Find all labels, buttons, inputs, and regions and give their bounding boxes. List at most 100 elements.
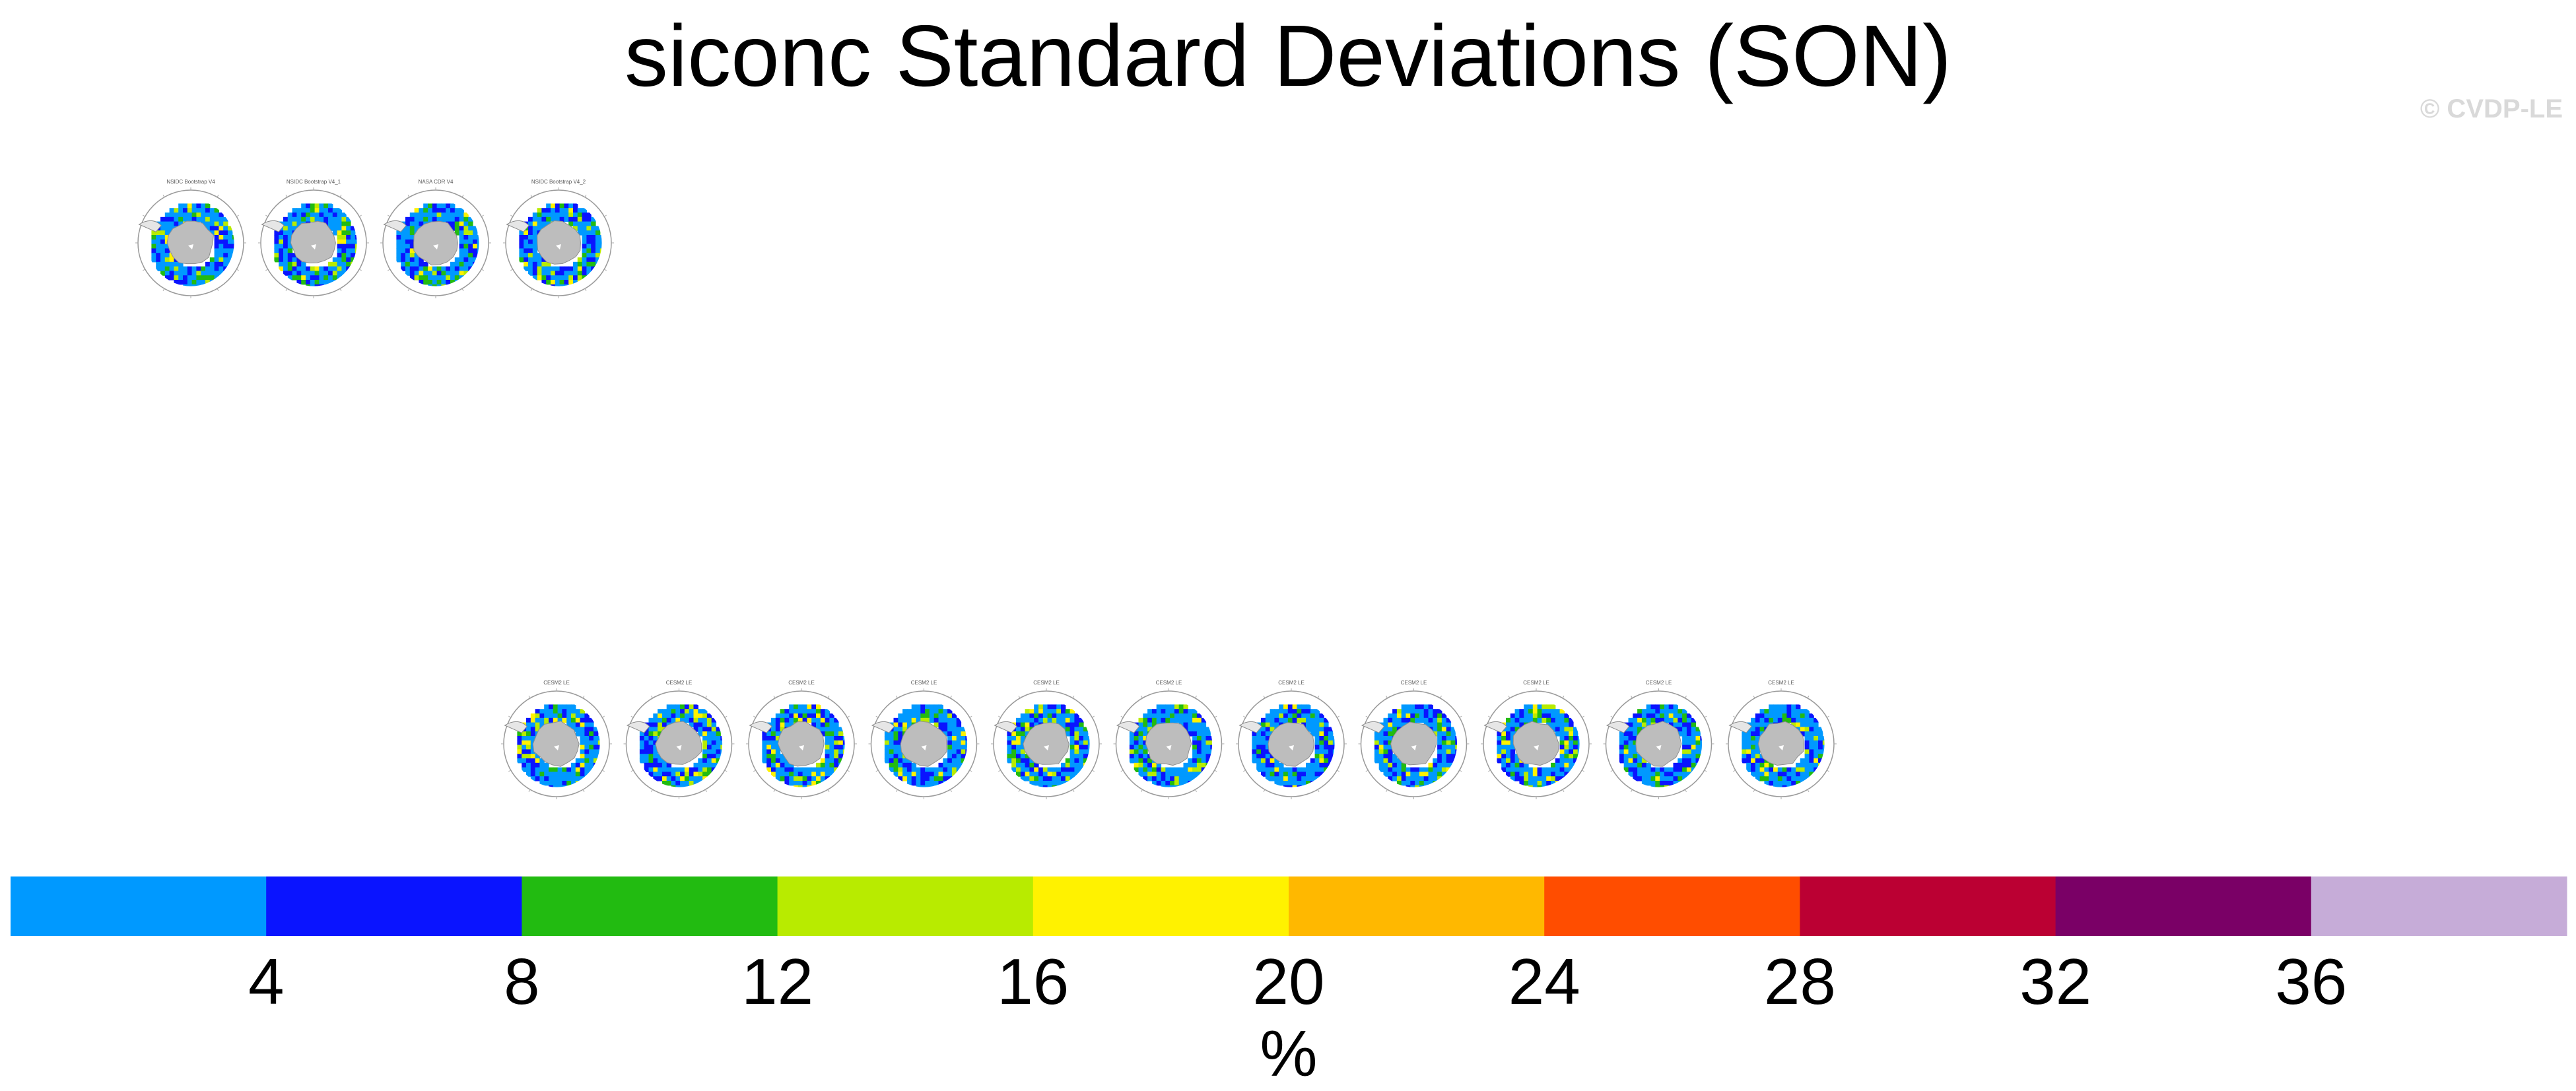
graticule-tick [217, 195, 219, 197]
graticule-tick [875, 715, 879, 718]
ensemble-map-panel: CESM2 LE [623, 680, 735, 799]
graticule-tick [705, 789, 707, 792]
graticule-tick [1753, 696, 1755, 698]
graticule-tick [407, 288, 410, 291]
observation-map-panel: NSIDC Bootstrap V4_1 [258, 179, 369, 298]
panel-title: CESM2 LE [1646, 680, 1672, 686]
graticule-tick [753, 715, 756, 718]
graticule-tick [481, 215, 484, 217]
graticule-tick [1072, 696, 1075, 698]
ice-shelf [1166, 745, 1172, 750]
graticule-tick [461, 195, 464, 197]
graticule-tick [359, 269, 362, 271]
graticule-tick [1195, 696, 1197, 698]
graticule-tick [162, 288, 165, 291]
graticule-tick [705, 696, 707, 698]
south-america-outline [138, 220, 162, 232]
colorbar-tick-label: 24 [1508, 945, 1580, 1018]
colorbar-bin [2055, 876, 2312, 936]
graticule-tick [1685, 789, 1687, 792]
colorbar: 4 8 12 16 20 24 28 32 36% [11, 876, 2567, 1090]
graticule-tick [1072, 789, 1075, 792]
ice-shelf [1779, 745, 1784, 750]
graticule-tick [1753, 789, 1755, 792]
graticule-tick [875, 770, 879, 772]
graticule-tick [651, 789, 653, 792]
south-america-outline [749, 721, 772, 733]
graticule-tick [847, 715, 850, 718]
graticule-tick [388, 215, 390, 217]
graticule-tick [1317, 789, 1320, 792]
graticule-tick [530, 195, 533, 197]
antarctica-landmass [777, 721, 825, 767]
sea-ice-std-field [1374, 704, 1458, 787]
sea-ice-std-field [519, 203, 602, 286]
graticule-tick [1562, 696, 1565, 698]
colorbar-tick-label: 28 [1764, 945, 1836, 1018]
graticule-tick [1120, 715, 1124, 718]
graticule-tick [724, 715, 728, 718]
ice-shelf [188, 244, 193, 249]
graticule-tick [1386, 696, 1388, 698]
panel-title: CESM2 LE [543, 680, 570, 686]
graticule-tick [1337, 770, 1339, 772]
graticule-tick [1807, 696, 1810, 698]
ice-shelf [1289, 745, 1294, 750]
ensemble-map-panel: CESM2 LE [746, 680, 857, 799]
colorbar-tick-label: 8 [504, 945, 540, 1018]
colorbar-tick-label: 12 [741, 945, 813, 1018]
south-america-outline [1606, 721, 1630, 733]
graticule-tick [847, 770, 850, 772]
graticule-tick [1141, 696, 1143, 698]
graticule-tick [1214, 715, 1217, 718]
graticule-tick [753, 770, 756, 772]
graticule-tick [1386, 789, 1388, 792]
graticule-tick [1733, 715, 1736, 718]
colorbar-bin [1800, 876, 2056, 936]
graticule-tick [1582, 715, 1584, 718]
graticule-tick [1488, 715, 1491, 718]
graticule-tick [1631, 789, 1633, 792]
ensemble-map-panel: CESM2 LE [1236, 680, 1347, 799]
graticule-tick [508, 715, 511, 718]
ensemble-map-panel: CESM2 LE [1603, 680, 1714, 799]
south-america-outline [627, 721, 650, 733]
panel-title: CESM2 LE [1401, 680, 1427, 686]
graticule-tick [896, 696, 898, 698]
observation-panel-row: NSIDC Bootstrap V4 NSIDC Bootstrap V4_1 NA… [135, 179, 614, 298]
ensemble-map-panel: CESM2 LE [991, 680, 1102, 799]
graticule-tick [236, 215, 239, 217]
panel-title: CESM2 LE [788, 680, 815, 686]
ensemble-map-panel: CESM2 LE [1481, 680, 1592, 799]
graticule-tick [1488, 770, 1491, 772]
south-america-outline [871, 721, 895, 733]
graticule-tick [950, 696, 952, 698]
south-america-outline [504, 721, 527, 733]
colorbar-bin [2311, 876, 2567, 936]
colorbar-bin [266, 876, 522, 936]
ice-shelf [311, 244, 316, 249]
ensemble-map-panel: CESM2 LE [1113, 680, 1225, 799]
south-america-outline [1238, 721, 1262, 733]
graticule-tick [217, 288, 219, 291]
graticule-tick [1092, 715, 1095, 718]
graticule-tick [265, 269, 268, 271]
graticule-tick [604, 269, 607, 271]
graticule-tick [1704, 770, 1707, 772]
graticule-tick [998, 770, 1001, 772]
panel-title: CESM2 LE [1768, 680, 1794, 686]
south-america-outline [506, 220, 529, 232]
antarctica-landmass [1757, 721, 1804, 766]
ensemble-panel-row: CESM2 LE CESM2 LE CESM2 LE CESM2 LE CESM2 LE… [501, 680, 1837, 799]
ice-shelf [1044, 745, 1049, 750]
ice-shelf [433, 244, 438, 249]
antarctica-landmass [655, 721, 702, 765]
south-america-outline [1361, 721, 1385, 733]
watermark: © CVDP-LE [2420, 94, 2563, 123]
graticule-tick [359, 215, 362, 217]
antarctica-landmass [1635, 721, 1682, 767]
graticule-tick [602, 715, 605, 718]
sea-ice-std-field [762, 704, 845, 787]
graticule-tick [1582, 770, 1584, 772]
